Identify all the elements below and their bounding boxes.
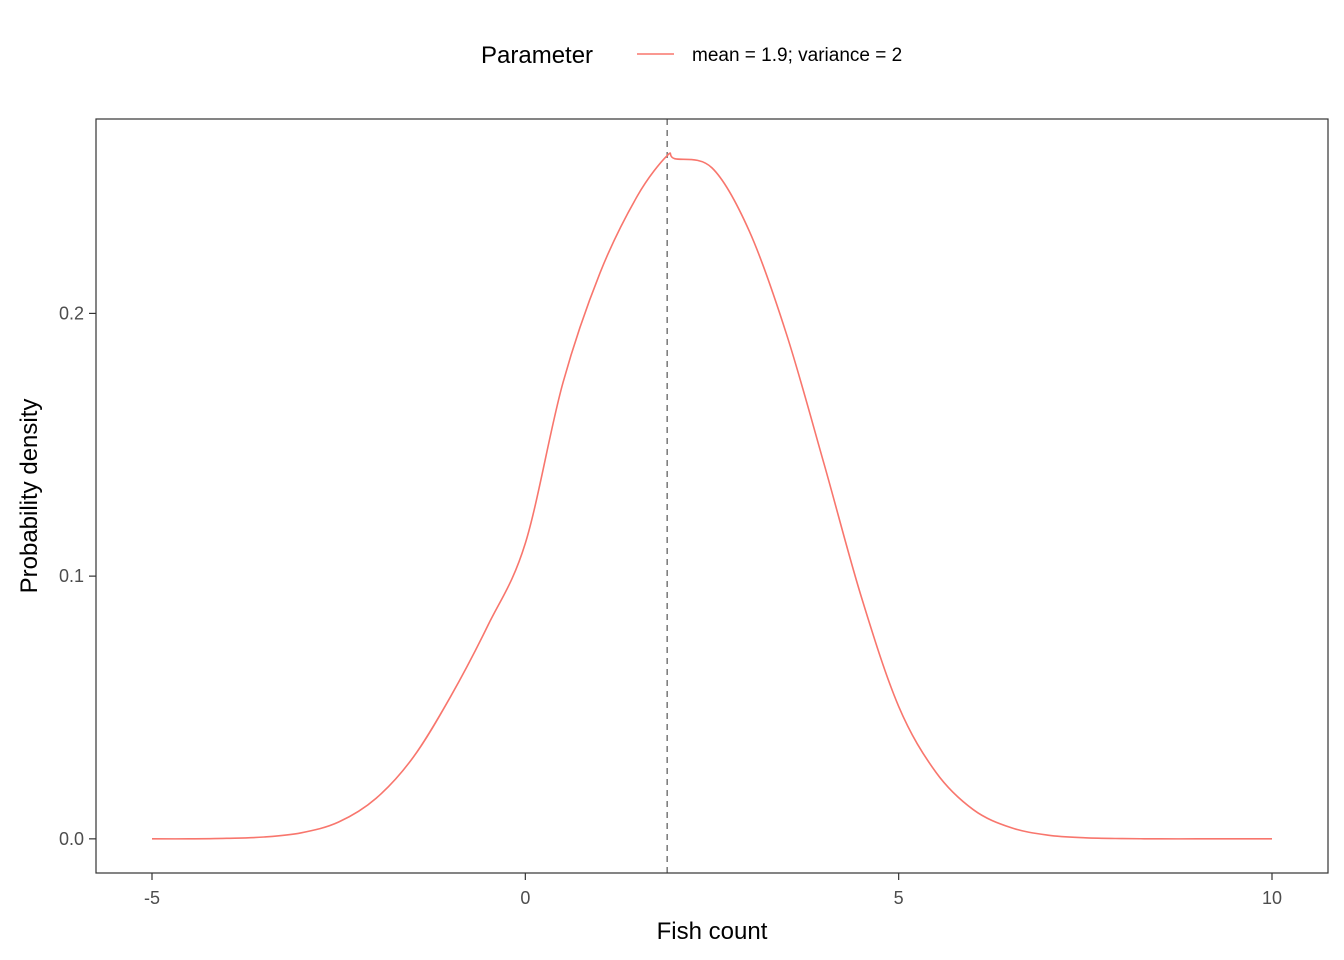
- legend: Parameter mean = 1.9; variance = 2: [481, 42, 902, 69]
- legend-title: Parameter: [481, 42, 593, 69]
- x-tick-label: -5: [144, 888, 160, 908]
- density-curve: [151, 152, 1272, 840]
- plot-area: [95, 118, 1329, 874]
- x-tick-label: 5: [894, 888, 904, 908]
- x-axis: -5 0 5 10: [144, 873, 1282, 908]
- y-tick-label: 0.2: [59, 303, 84, 323]
- x-tick-label: 0: [520, 888, 530, 908]
- y-axis-title: Probability density: [16, 399, 43, 594]
- y-tick-label: 0.1: [59, 566, 84, 586]
- panel-border: [95, 118, 1329, 874]
- x-axis-title: Fish count: [657, 918, 768, 945]
- legend-entry-label: mean = 1.9; variance = 2: [692, 45, 902, 66]
- x-tick-label: 10: [1262, 888, 1282, 908]
- y-tick-label: 0.0: [59, 829, 84, 849]
- y-axis: 0.0 0.1 0.2: [59, 303, 96, 849]
